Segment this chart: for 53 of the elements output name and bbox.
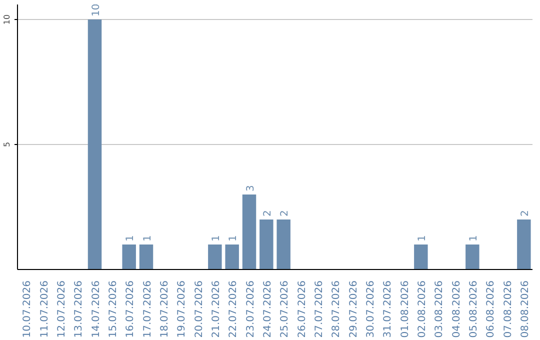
x-tick-label: 23.07.2026 xyxy=(245,280,256,338)
data-label: 1 xyxy=(142,235,154,242)
bar xyxy=(225,244,239,270)
bar xyxy=(276,220,290,270)
x-tick-label: 17.07.2026 xyxy=(142,280,154,338)
bar xyxy=(139,244,154,270)
x-tick-label: 07.08.2026 xyxy=(502,280,514,338)
data-label: 1 xyxy=(228,235,240,242)
data-label: 2 xyxy=(262,210,274,216)
data-label: 2 xyxy=(520,210,531,216)
x-tick-label: 13.07.2026 xyxy=(74,280,85,338)
x-tick-label: 03.08.2026 xyxy=(434,280,446,338)
bar xyxy=(88,20,102,270)
x-tick-label: 21.07.2026 xyxy=(210,280,222,338)
y-tick-label: 5 xyxy=(2,142,12,148)
x-tick-label: 25.07.2026 xyxy=(280,280,291,338)
bar xyxy=(122,244,136,270)
x-tick-label: 22.07.2026 xyxy=(228,280,240,338)
bar xyxy=(414,244,428,270)
x-tick-label: 19.07.2026 xyxy=(176,280,188,338)
data-label: 1 xyxy=(468,235,480,242)
x-tick-label: 31.07.2026 xyxy=(382,280,394,338)
x-tick-label: 27.07.2026 xyxy=(314,280,325,338)
x-tick-label: 20.07.2026 xyxy=(194,280,205,338)
x-tick-label: 05.08.2026 xyxy=(468,280,480,338)
bar xyxy=(517,220,531,270)
x-tick-label: 10.07.2026 xyxy=(22,280,34,338)
x-tick-label: 18.07.2026 xyxy=(159,280,170,338)
x-tick-label: 30.07.2026 xyxy=(365,280,376,338)
data-label: 10 xyxy=(90,4,102,16)
bar xyxy=(466,244,480,270)
x-tick-label: 02.08.2026 xyxy=(416,280,428,338)
data-label: 2 xyxy=(280,210,291,216)
data-label: 1 xyxy=(416,235,428,242)
x-tick-label: 16.07.2026 xyxy=(125,280,136,338)
x-tick-label: 08.08.2026 xyxy=(520,280,531,338)
x-tick-label: 01.08.2026 xyxy=(400,280,411,338)
data-label: 1 xyxy=(125,235,136,242)
x-tick-label: 29.07.2026 xyxy=(348,280,360,338)
x-tick-label: 15.07.2026 xyxy=(108,280,119,338)
data-label: 1 xyxy=(210,235,222,242)
bar xyxy=(242,194,256,270)
data-label: 3 xyxy=(245,185,256,192)
x-tick-label: 06.08.2026 xyxy=(486,280,497,338)
x-tick-label: 26.07.2026 xyxy=(296,280,308,338)
bar xyxy=(208,244,222,270)
x-tick-label: 24.07.2026 xyxy=(262,280,274,338)
x-tick-label: 12.07.2026 xyxy=(56,280,68,338)
x-tick-label: 11.07.2026 xyxy=(39,280,50,338)
x-tick-label: 04.08.2026 xyxy=(451,280,462,338)
bar xyxy=(260,220,274,270)
x-tick-label: 28.07.2026 xyxy=(331,280,342,338)
x-tick-label: 14.07.2026 xyxy=(90,280,102,338)
